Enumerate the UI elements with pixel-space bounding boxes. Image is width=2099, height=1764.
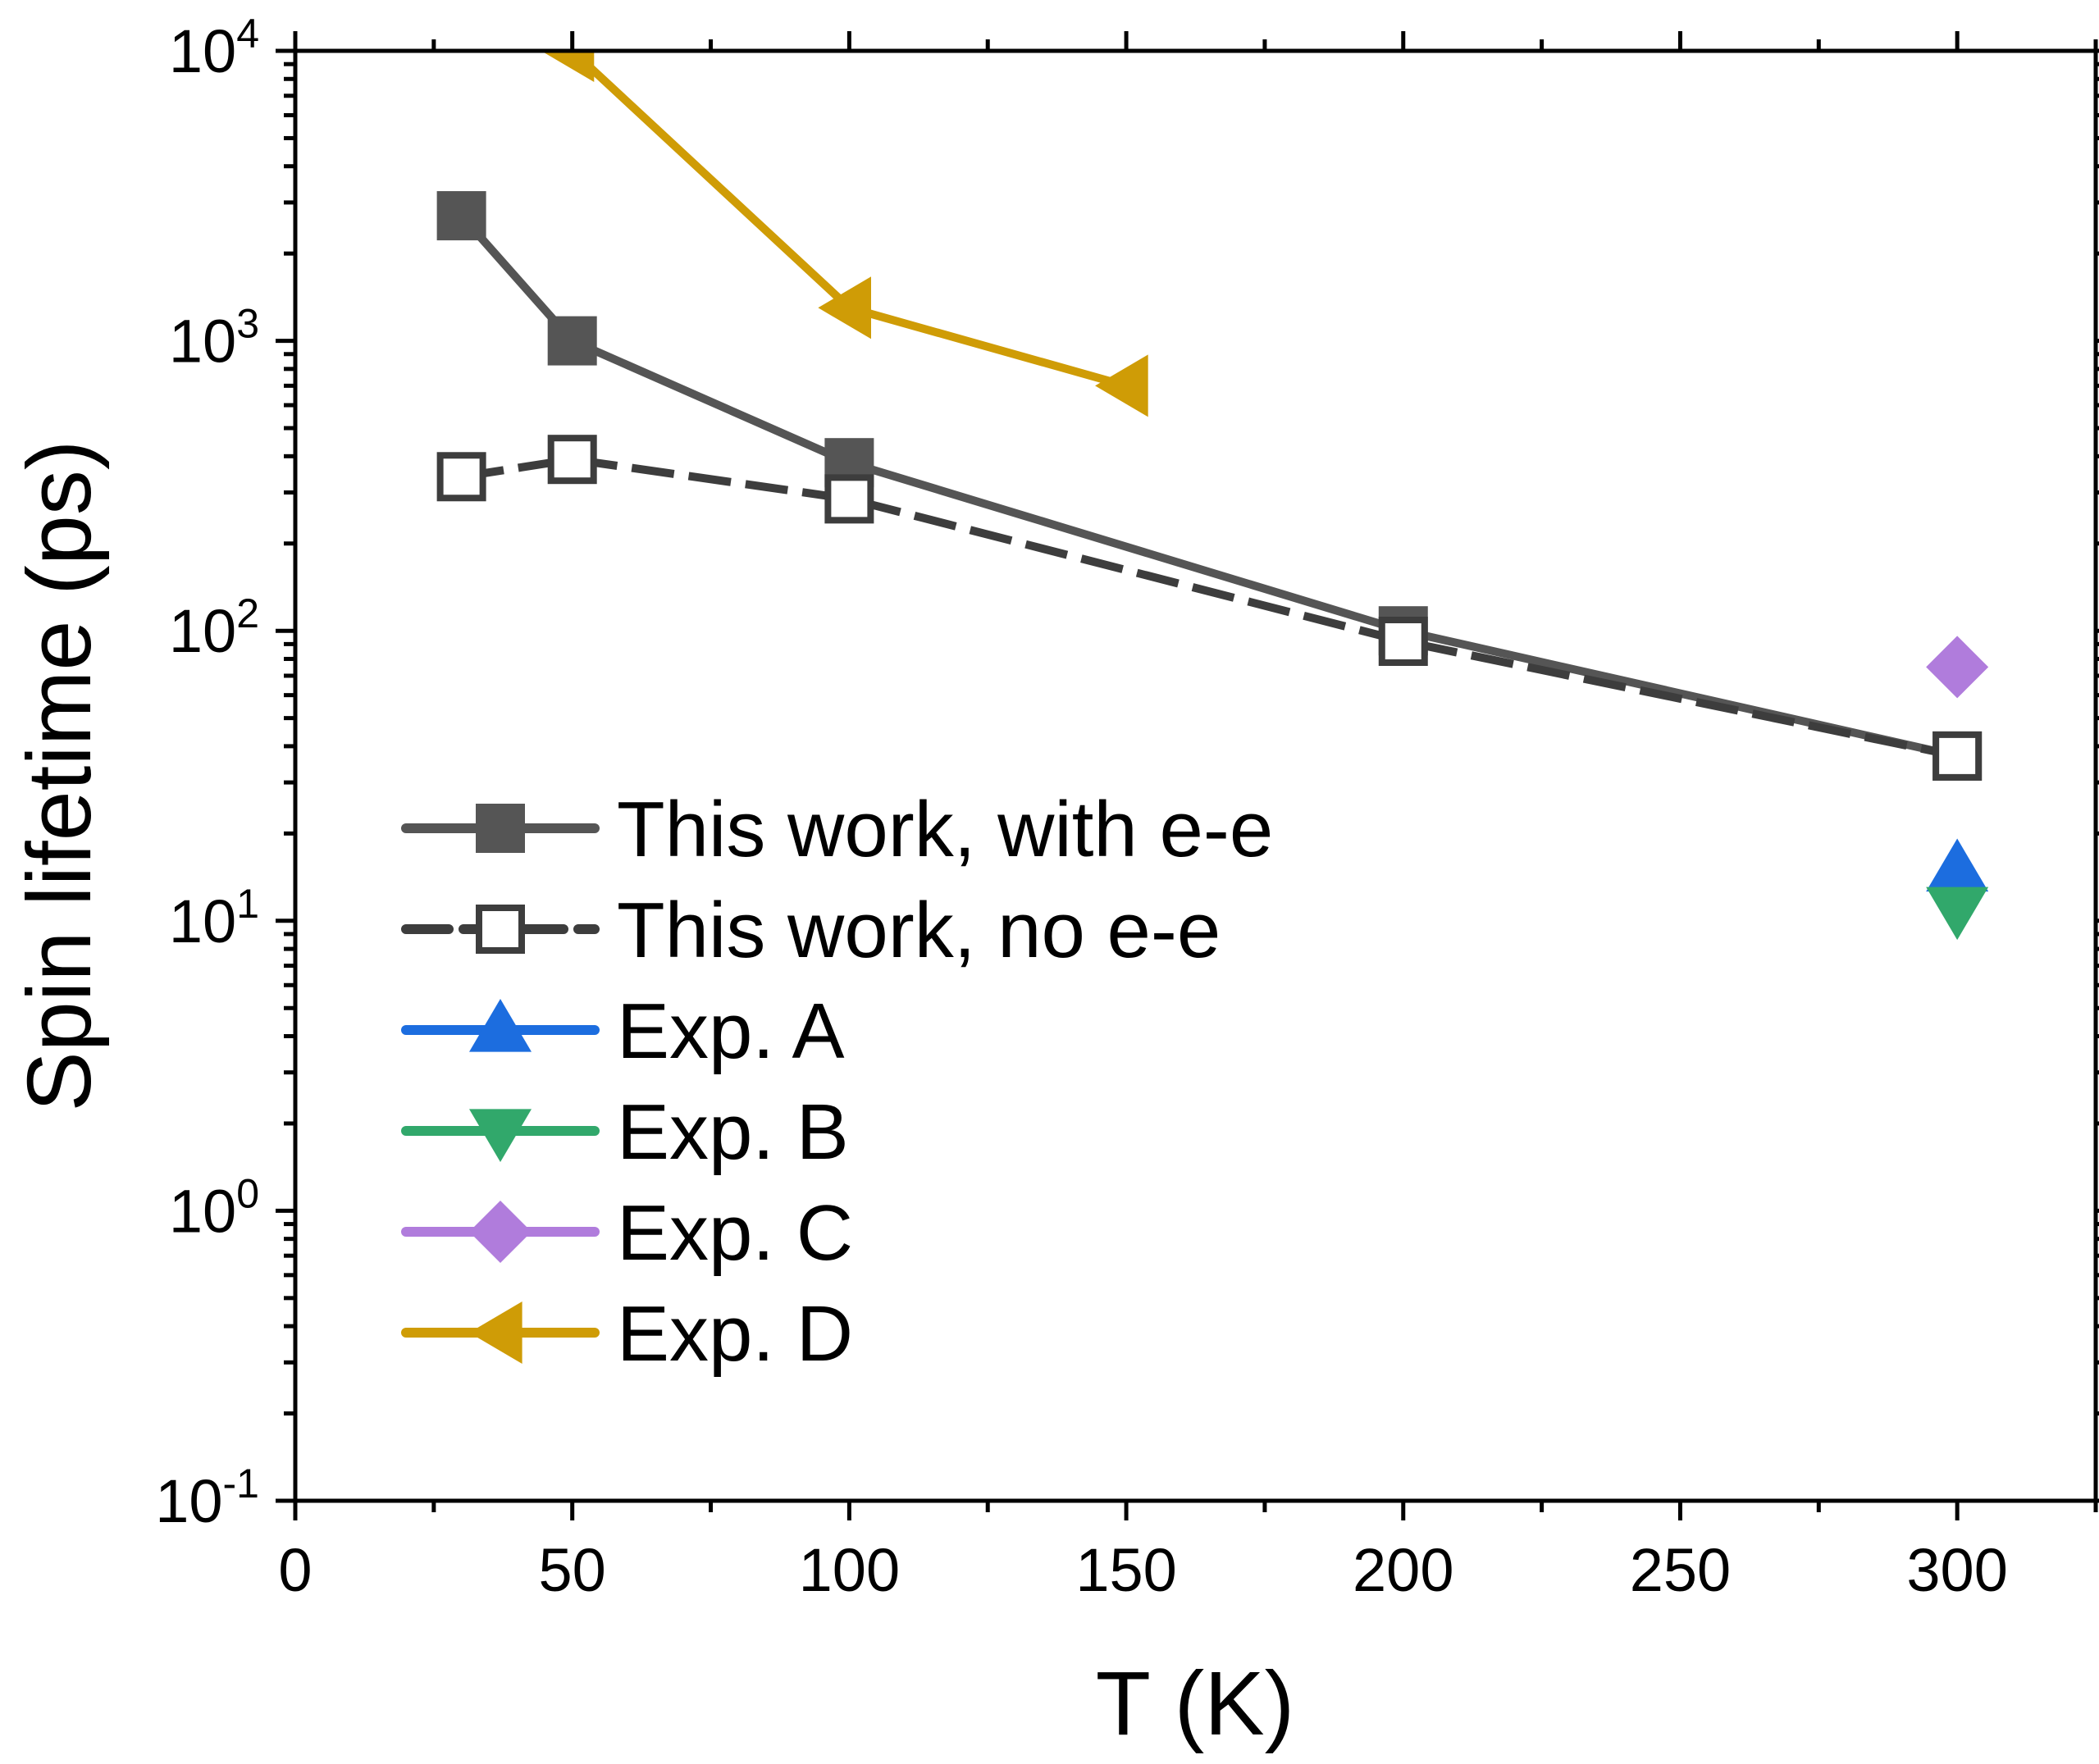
x-tick-label: 200 bbox=[1353, 1536, 1453, 1604]
series-4 bbox=[1926, 887, 1989, 941]
series-1-point-1 bbox=[436, 191, 486, 241]
series-5-point-1 bbox=[1926, 636, 1989, 699]
series-2-point-1 bbox=[436, 452, 486, 502]
series-2-point-5 bbox=[1932, 731, 1983, 781]
x-axis-title: T (K) bbox=[1096, 1653, 1294, 1754]
legend-label: This work, no e-e bbox=[617, 887, 1221, 974]
x-tick-label: 100 bbox=[799, 1536, 900, 1604]
series-6-line bbox=[569, 51, 1128, 390]
legend-marker bbox=[469, 1201, 532, 1263]
series-2-point-2 bbox=[547, 435, 597, 485]
y-tick-label: 100 bbox=[169, 1170, 259, 1245]
y-tick-label: 104 bbox=[169, 11, 259, 85]
legend-entry-3: Exp. A bbox=[401, 987, 845, 1075]
series-6 bbox=[541, 51, 1148, 417]
legend-entry-5: Exp. C bbox=[401, 1189, 853, 1277]
legend-entry-6: Exp. D bbox=[401, 1290, 853, 1378]
y-tick-label: 10-1 bbox=[155, 1461, 259, 1535]
series-2 bbox=[436, 435, 1983, 781]
series-2-point-4 bbox=[1378, 617, 1428, 667]
series-6-point-1 bbox=[541, 51, 595, 82]
legend-label: Exp. A bbox=[617, 987, 845, 1075]
x-tick-label: 300 bbox=[1906, 1536, 2007, 1604]
x-tick-label: 0 bbox=[278, 1536, 312, 1604]
x-tick-label: 250 bbox=[1630, 1536, 1731, 1604]
x-tick-label: 150 bbox=[1075, 1536, 1176, 1604]
series-6-point-3 bbox=[1095, 354, 1148, 417]
legend-entry-4: Exp. B bbox=[401, 1088, 849, 1176]
legend-entry-2: This work, no e-e bbox=[401, 887, 1221, 974]
legend-marker bbox=[469, 999, 532, 1052]
legend-label: Exp. B bbox=[617, 1088, 849, 1176]
legend-marker bbox=[476, 905, 525, 954]
series-2-point-3 bbox=[824, 474, 874, 524]
y-tick-label: 101 bbox=[169, 881, 259, 955]
legend-label: Exp. C bbox=[617, 1189, 853, 1277]
y-axis-title: Spin lifetime (ps) bbox=[9, 440, 110, 1111]
series-4-point-1 bbox=[1926, 887, 1989, 941]
series-6-point-2 bbox=[818, 276, 871, 340]
series-1-point-2 bbox=[547, 316, 597, 366]
series-3 bbox=[1926, 838, 1989, 892]
legend-label: This work, with e-e bbox=[617, 786, 1273, 873]
series-2-line bbox=[460, 455, 1959, 760]
plot-series bbox=[436, 51, 1989, 941]
legend: This work, with e-e This work, no e-e Exp.… bbox=[401, 786, 1273, 1378]
series-1 bbox=[436, 191, 1983, 781]
legend-label: Exp. D bbox=[617, 1290, 853, 1378]
y-tick-label: 102 bbox=[169, 590, 259, 665]
legend-marker bbox=[476, 804, 525, 853]
y-tick-label: 103 bbox=[169, 301, 259, 376]
series-3-point-1 bbox=[1926, 838, 1989, 892]
plot-frame bbox=[293, 48, 2098, 1503]
series-5 bbox=[1926, 636, 1989, 699]
legend-entry-1: This work, with e-e bbox=[401, 786, 1273, 873]
x-tick-label: 50 bbox=[539, 1536, 606, 1604]
axes: 0 50 100 150 200 250 300 10-1 100 101 102 103 104 bbox=[155, 11, 2099, 1604]
series-1-line bbox=[458, 212, 1959, 760]
legend-marker bbox=[469, 1301, 522, 1364]
legend-marker bbox=[469, 1109, 532, 1162]
